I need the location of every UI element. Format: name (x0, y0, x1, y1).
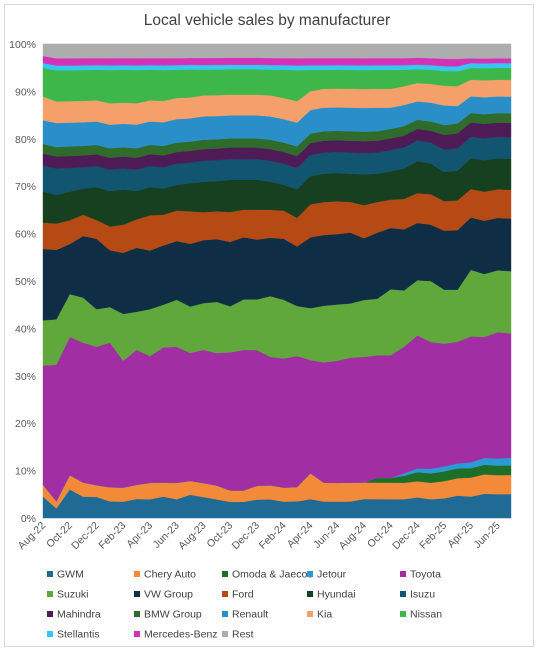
x-tick-label: Jun-25 (472, 520, 503, 551)
legend-label: Omoda & Jaecoo (232, 569, 313, 581)
legend-label: VW Group (144, 589, 193, 601)
legend-item-isuzu: Isuzu (400, 589, 435, 601)
legend-label: Kia (317, 609, 332, 621)
legend-swatch (222, 591, 228, 597)
legend-label: Nissan (410, 609, 442, 621)
legend-label: Jetour (317, 569, 347, 581)
legend-label: Chery Auto (144, 569, 196, 581)
legend-swatch (400, 611, 406, 617)
x-tick-label: Jun-24 (311, 520, 342, 551)
legend-swatch (307, 571, 313, 577)
legend-item-jetour: Jetour (307, 569, 347, 581)
chart-title: Local vehicle sales by manufacturer (144, 12, 390, 29)
legend-label: Suzuki (57, 589, 89, 601)
x-tick-label: Jun-23 (151, 520, 182, 551)
legend-item-rest: Rest (222, 629, 254, 641)
legend-swatch (400, 571, 406, 577)
legend-label: Toyota (410, 569, 441, 581)
legend-item-hyundai: Hyundai (307, 589, 356, 601)
legend-item-omoda-jaecoo: Omoda & Jaecoo (222, 569, 313, 581)
x-tick-label: Aug-23 (176, 520, 209, 553)
legend-item-mahindra: Mahindra (47, 609, 101, 621)
legend-item-kia: Kia (307, 609, 332, 621)
legend-item-vw-group: VW Group (134, 589, 193, 601)
x-tick-label: Dec-23 (230, 520, 263, 553)
legend-label: Isuzu (410, 589, 435, 601)
legend-item-suzuki: Suzuki (47, 589, 89, 601)
legend-swatch (222, 631, 228, 637)
legend-label: Rest (232, 629, 254, 641)
y-tick-label: 0% (21, 513, 36, 525)
legend-swatch (134, 591, 140, 597)
legend-label: Hyundai (317, 589, 356, 601)
legend-label: BMW Group (144, 609, 202, 621)
legend-swatch (307, 611, 313, 617)
x-tick-label: Aug-24 (337, 520, 370, 553)
legend-swatch (400, 591, 406, 597)
legend-label: GWM (57, 569, 84, 581)
legend-label: Mahindra (57, 609, 101, 621)
legend-item-gwm: GWM (47, 569, 84, 581)
legend-item-nissan: Nissan (400, 609, 442, 621)
legend-swatch (47, 631, 53, 637)
y-tick-label: 60% (15, 229, 36, 241)
legend-swatch (222, 611, 228, 617)
legend-swatch (134, 631, 140, 637)
y-axis-ticks: 0% 10% 20% 30% 40% 50% 60% 70% 80% 90% 100% (9, 39, 36, 525)
legend-swatch (134, 611, 140, 617)
legend-item-chery-auto: Chery Auto (134, 569, 196, 581)
y-tick-label: 20% (15, 418, 36, 430)
legend-item-stellantis: Stellantis (47, 629, 100, 641)
legend-label: Stellantis (57, 629, 100, 641)
x-axis-ticks: Aug-22Oct-22Dec-22Feb-23Apr-23Jun-23Aug-… (16, 520, 503, 553)
legend-item-bmw-group: BMW Group (134, 609, 202, 621)
legend-item-toyota: Toyota (400, 569, 441, 581)
x-tick-label: Feb-25 (417, 520, 449, 552)
legend-item-mercedes-benz: Mercedes-Benz (134, 629, 218, 641)
y-tick-label: 90% (15, 86, 36, 98)
y-tick-label: 100% (9, 39, 36, 51)
y-tick-label: 40% (15, 323, 36, 335)
legend-swatch (47, 611, 53, 617)
y-tick-label: 30% (15, 371, 36, 383)
x-tick-label: Apr-25 (445, 520, 476, 551)
x-tick-label: Feb-23 (96, 520, 128, 552)
y-tick-label: 10% (15, 466, 36, 478)
x-tick-label: Dec-24 (390, 520, 423, 553)
x-tick-label: Apr-23 (124, 520, 155, 551)
legend-swatch (134, 571, 140, 577)
x-tick-label: Apr-24 (285, 520, 316, 551)
legend-item-renault: Renault (222, 609, 268, 621)
legend-swatch (307, 591, 313, 597)
area-series (42, 43, 512, 519)
legend-label: Mercedes-Benz (144, 629, 218, 641)
y-tick-label: 70% (15, 181, 36, 193)
y-tick-label: 80% (15, 134, 36, 146)
x-tick-label: Dec-22 (69, 520, 102, 553)
legend-label: Renault (232, 609, 268, 621)
legend-label: Ford (232, 589, 254, 601)
legend-swatch (222, 571, 228, 577)
legend-item-ford: Ford (222, 589, 254, 601)
y-tick-label: 50% (15, 276, 36, 288)
x-tick-label: Feb-24 (257, 520, 289, 552)
legend: GWM Chery Auto Omoda & Jaecoo Jetour Toyota S… (47, 569, 442, 641)
area-rest (42, 43, 512, 60)
legend-swatch (47, 591, 53, 597)
legend-swatch (47, 571, 53, 577)
